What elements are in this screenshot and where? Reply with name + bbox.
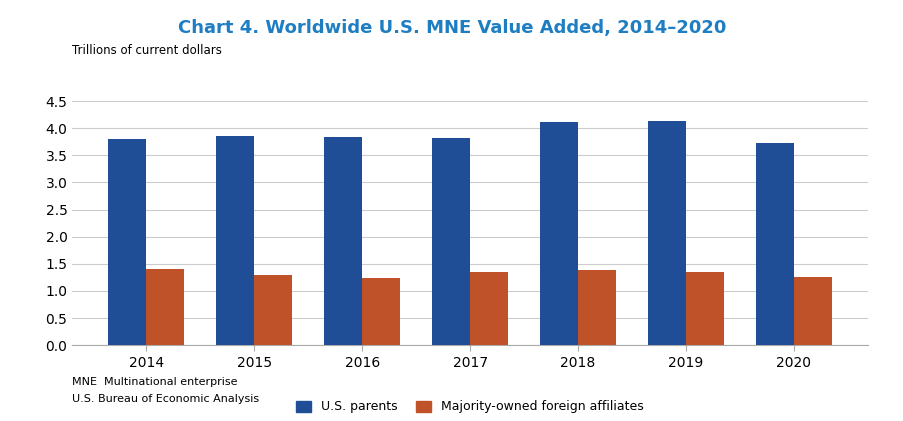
Bar <box>108 139 146 345</box>
Bar <box>577 270 615 345</box>
Bar <box>685 272 723 345</box>
Bar <box>647 120 685 345</box>
Bar <box>216 136 254 345</box>
Bar <box>540 122 577 345</box>
Bar <box>793 277 831 345</box>
Text: Chart 4. Worldwide U.S. MNE Value Added, 2014–2020: Chart 4. Worldwide U.S. MNE Value Added,… <box>178 19 725 37</box>
Bar <box>146 269 184 345</box>
Bar <box>432 139 470 345</box>
Bar <box>362 278 399 345</box>
Bar <box>755 143 793 345</box>
Bar <box>254 275 292 345</box>
Text: U.S. Bureau of Economic Analysis: U.S. Bureau of Economic Analysis <box>72 394 259 404</box>
Bar <box>324 137 362 345</box>
Text: MNE  Multinational enterprise: MNE Multinational enterprise <box>72 377 237 387</box>
Text: Trillions of current dollars: Trillions of current dollars <box>72 44 222 57</box>
Bar <box>470 272 507 345</box>
Legend: U.S. parents, Majority-owned foreign affiliates: U.S. parents, Majority-owned foreign aff… <box>291 395 648 418</box>
